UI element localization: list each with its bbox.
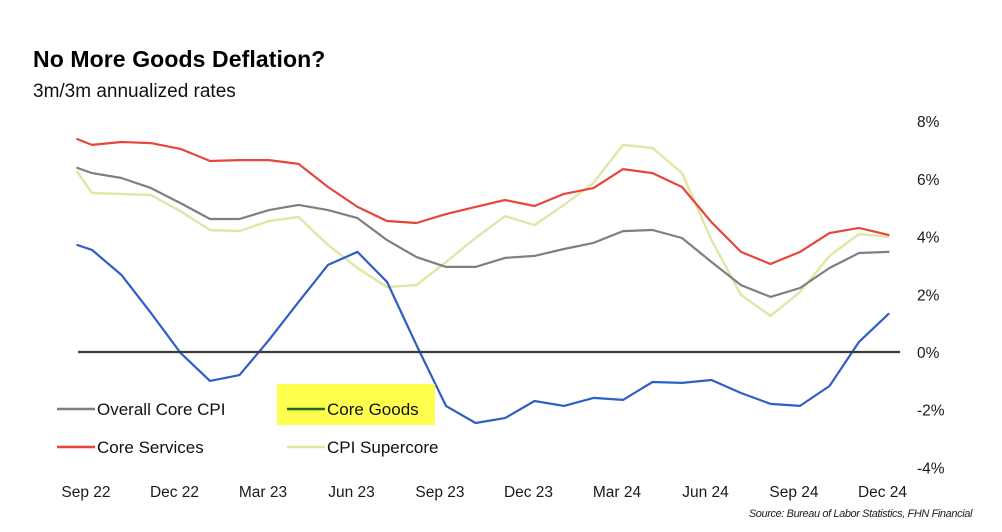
chart-subtitle: 3m/3m annualized rates	[33, 81, 236, 102]
legend-label: CPI Supercore	[327, 438, 439, 457]
series-layer	[76, 138, 890, 425]
y-tick-label: 8%	[917, 114, 940, 131]
series-line-core-goods	[76, 243, 890, 425]
legend-label: Core Goods	[327, 400, 419, 419]
y-axis: 8% 6% 4% 2% 0% -2% -4%	[917, 114, 945, 477]
legend-highlight	[277, 384, 435, 425]
x-tick-label: Mar 24	[593, 484, 642, 501]
x-tick-label: Dec 23	[504, 484, 553, 501]
legend-label: Overall Core CPI	[97, 400, 225, 419]
legend: Overall Core CPI Core Goods Core Services C…	[57, 384, 439, 457]
x-tick-label: Dec 22	[150, 484, 199, 501]
y-tick-label: 2%	[917, 287, 940, 304]
x-tick-label: Jun 24	[682, 484, 729, 501]
series-line-cpi-supercore	[76, 143, 890, 318]
legend-label: Core Services	[97, 438, 204, 457]
x-tick-label: Jun 23	[328, 484, 375, 501]
y-tick-label: 0%	[917, 345, 940, 362]
series-line-core-services	[76, 138, 890, 266]
y-tick-label: 6%	[917, 172, 940, 189]
x-tick-label: Dec 24	[858, 484, 907, 501]
x-tick-label: Sep 22	[61, 484, 110, 501]
series-line-overall-core-cpi	[76, 166, 890, 298]
x-tick-label: Mar 23	[239, 484, 287, 501]
y-tick-label: -4%	[917, 460, 945, 477]
y-tick-label: 4%	[917, 230, 940, 247]
y-tick-label: -2%	[917, 403, 945, 420]
source-note: Source: Bureau of Labor Statistics, FHN …	[748, 508, 973, 520]
chart-title: No More Goods Deflation?	[33, 46, 326, 72]
x-tick-label: Sep 24	[769, 484, 819, 501]
x-axis: Sep 22 Dec 22 Mar 23 Jun 23 Sep 23 Dec 23 Mar …	[61, 484, 907, 501]
x-tick-label: Sep 23	[415, 484, 464, 501]
